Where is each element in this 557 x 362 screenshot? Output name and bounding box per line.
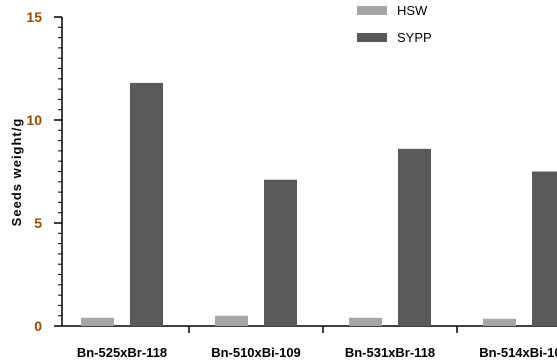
bar-hsw <box>81 317 114 326</box>
y-axis-label: Seeds weight/g <box>9 118 24 227</box>
y-tick-label: 0 <box>34 318 42 334</box>
bar-sypp <box>130 82 163 326</box>
y-tick-label: 10 <box>26 112 42 128</box>
bars <box>81 82 557 326</box>
x-tick-label: Bn-514xBi-109 <box>479 345 557 360</box>
y-tick-label: 15 <box>26 9 42 25</box>
legend-label-hsw: HSW <box>397 3 428 18</box>
legend-label-sypp: SYPP <box>397 30 432 45</box>
x-tick-label: Bn-525xBr-118 <box>77 345 167 360</box>
x-tick-label: Bn-531xBr-118 <box>345 345 435 360</box>
x-tick-label: Bn-510xBi-109 <box>211 345 301 360</box>
y-axis: 0 5 10 15 <box>26 9 63 334</box>
x-axis: Bn-525xBr-118 Bn-510xBi-109 Bn-531xBr-118 B… <box>62 325 557 360</box>
bar-hsw <box>349 317 382 326</box>
bar-sypp <box>532 171 557 326</box>
bar-hsw <box>215 315 248 326</box>
bar-hsw <box>483 318 516 326</box>
legend-swatch-hsw <box>357 6 387 15</box>
bar-sypp <box>398 148 431 326</box>
bar-sypp <box>264 179 297 326</box>
legend-swatch-sypp <box>357 33 387 42</box>
y-tick-label: 5 <box>34 215 42 231</box>
legend: HSW SYPP <box>357 3 432 45</box>
